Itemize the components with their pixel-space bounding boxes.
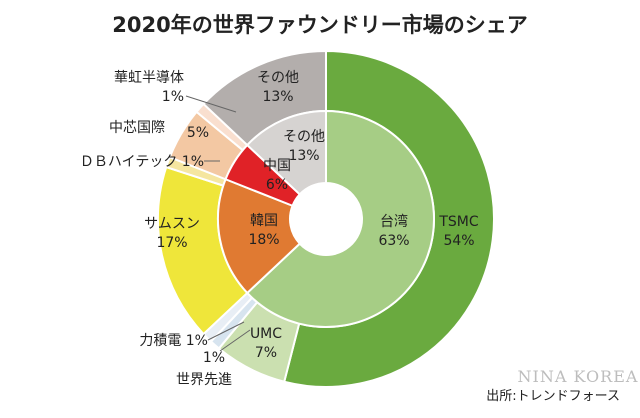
inner-ring (217, 109, 435, 328)
smic-value: 5% (187, 125, 209, 141)
vis-leader (219, 329, 251, 352)
hua-hong-value-label: 1% (162, 89, 184, 105)
other-inner-value-label: 13% (288, 148, 319, 164)
watermark: NINA KOREA (518, 367, 639, 386)
smic-name-label: 中芯国際 (109, 120, 165, 136)
umc-name-label: UMC (250, 326, 282, 342)
taiwan-name-label: 台湾 (380, 213, 408, 230)
other-outer-name-label: その他 (257, 70, 299, 86)
china-value-label: 6% (266, 177, 288, 193)
slice-labels: TSMC 54% UMC 7% サムスン 17% その他 13% ＤＢハイテック 1% 中芯国際 5… (80, 70, 479, 388)
inner-slice-1 (217, 177, 302, 295)
inner-slice-0 (245, 109, 435, 328)
inner-slice-3 (245, 109, 327, 196)
taiwan-value-label: 63% (378, 233, 409, 249)
tsmc-name-label: TSMC (438, 214, 479, 230)
vis-name: 世界先進 (176, 372, 232, 388)
samsung-name-label: サムスン (144, 216, 200, 232)
china-name-label: 中国 (263, 158, 291, 174)
vis-value: 1% (203, 350, 225, 366)
hua-hong-name-label: 華虹半導体 (114, 70, 184, 86)
korea-name-label: 韓国 (250, 213, 278, 229)
db-hitek-label: ＤＢハイテック 1% (80, 154, 204, 170)
psmc-label: 力積電 1% (139, 333, 208, 349)
other-inner-name-label: その他 (283, 129, 325, 145)
samsung-value-label: 17% (156, 235, 187, 251)
umc-value-label: 7% (255, 345, 277, 361)
chart-title: 2020年の世界ファウンドリー市場のシェア (112, 13, 527, 37)
tsmc-value-label: 54% (443, 233, 474, 249)
source-note: 出所:トレンドフォース (486, 389, 620, 404)
hua-hong-leader (185, 95, 237, 113)
outer-ring (157, 49, 495, 388)
leader-lines (185, 95, 251, 352)
korea-value-label: 18% (248, 232, 279, 248)
psmc-leader (207, 321, 245, 341)
other-outer-value-label: 13% (262, 89, 293, 105)
